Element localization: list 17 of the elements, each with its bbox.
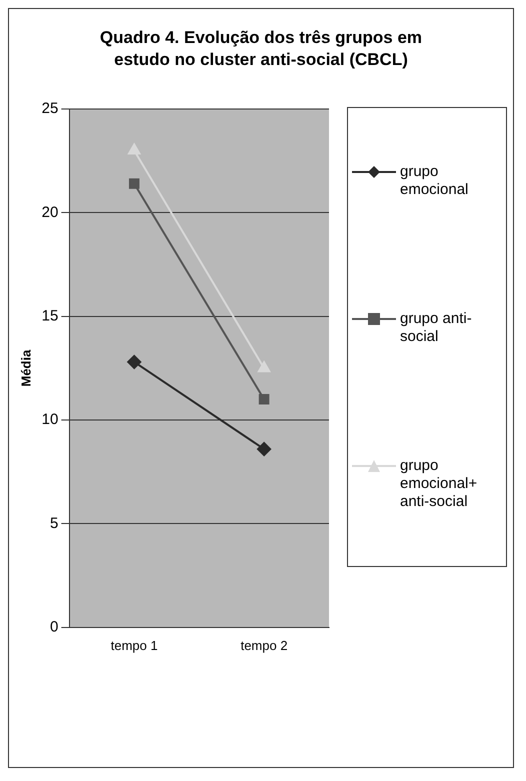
x-tick-label: tempo 2 [240, 638, 288, 653]
legend-label: grupo emocional [400, 163, 470, 200]
y-tick-label: 5 [50, 514, 58, 532]
legend-label: grupo anti-social [400, 310, 473, 346]
chart-title: Quadro 4. Evolução dos três grupos em estudo no cluster anti-social (CBCL) [98, 27, 424, 71]
point [128, 178, 140, 189]
y-tick-label: 25 [42, 100, 58, 118]
y-axis-title: Média [18, 349, 34, 387]
legend-label: grupo emocional+ anti-social [400, 456, 478, 511]
y-tick-label: 20 [42, 204, 58, 221]
y-tick-label: 10 [42, 411, 58, 428]
x-tick-label: tempo 1 [110, 638, 158, 653]
point [127, 354, 142, 369]
y-tick-label: 15 [42, 308, 58, 324]
point [257, 442, 272, 456]
y-tick-label: 0 [50, 618, 58, 636]
point [258, 394, 270, 405]
